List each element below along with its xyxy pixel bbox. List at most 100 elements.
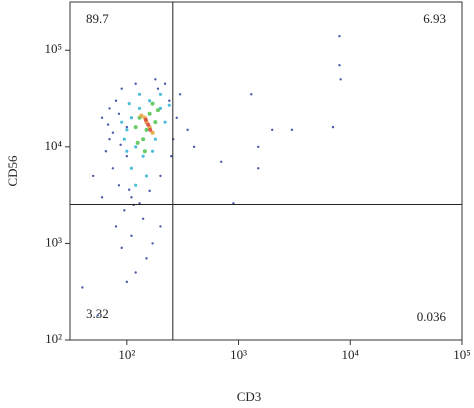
quadrant-percent: 89.7	[86, 11, 109, 26]
data-point	[129, 116, 134, 120]
data-point	[122, 137, 126, 141]
data-point	[91, 174, 95, 178]
data-point	[148, 127, 153, 132]
data-point	[114, 225, 118, 228]
data-point	[137, 92, 142, 96]
plot-frame	[69, 1, 463, 341]
data-point	[153, 120, 158, 125]
data-point	[142, 149, 147, 154]
data-point	[134, 183, 138, 187]
data-point	[155, 108, 160, 113]
quadrant-percent: 3.32	[86, 306, 109, 321]
data-point	[141, 154, 145, 158]
data-point	[120, 120, 124, 124]
data-point	[134, 145, 138, 149]
data-point	[108, 107, 111, 110]
data-point	[257, 145, 260, 149]
data-point	[111, 131, 115, 134]
data-point	[104, 150, 108, 153]
data-point	[133, 125, 138, 130]
data-point	[150, 130, 155, 135]
data-point	[111, 167, 115, 170]
data-point	[192, 145, 196, 149]
data-point	[139, 113, 144, 118]
data-point	[127, 102, 131, 106]
y-tick-label: 10⁵	[44, 41, 62, 56]
x-axis-label: CD3	[237, 389, 262, 404]
data-point	[141, 137, 146, 142]
data-point	[150, 149, 155, 153]
data-point	[96, 314, 100, 317]
data-point	[178, 93, 182, 96]
data-point	[119, 143, 122, 146]
data-point	[138, 202, 141, 205]
data-point	[257, 167, 260, 170]
data-point	[125, 149, 129, 153]
data-point	[290, 128, 294, 132]
data-point	[125, 128, 129, 132]
data-point	[154, 78, 157, 81]
data-point	[100, 116, 104, 119]
data-point	[125, 280, 129, 284]
data-point	[137, 106, 142, 111]
data-point	[156, 87, 160, 90]
y-axis-label: CD56	[5, 155, 20, 187]
data-point	[120, 87, 123, 90]
data-point	[141, 217, 145, 220]
data-point	[338, 34, 341, 38]
data-point	[148, 99, 152, 103]
data-point	[168, 99, 171, 102]
x-tick-label: 10⁵	[453, 347, 471, 362]
y-tick-label: 10³	[45, 234, 62, 249]
data-point	[114, 99, 118, 102]
y-tick-label: 10⁴	[44, 138, 62, 153]
data-point	[270, 128, 274, 132]
data-point	[175, 116, 178, 119]
data-point	[134, 82, 137, 85]
y-tick-label: 10²	[45, 331, 62, 346]
data-point	[135, 140, 140, 145]
data-point	[145, 257, 148, 260]
data-point	[158, 92, 163, 96]
data-point	[144, 174, 149, 178]
data-point	[232, 202, 235, 205]
data-point	[144, 127, 149, 132]
data-point	[123, 209, 126, 212]
data-point	[338, 64, 341, 67]
data-point	[220, 160, 223, 164]
data-point	[106, 123, 110, 126]
data-point	[134, 271, 137, 274]
x-tick-label: 10²	[118, 347, 135, 362]
data-point	[108, 137, 111, 141]
data-point	[125, 154, 129, 158]
data-point	[331, 125, 335, 129]
data-point	[127, 188, 131, 191]
data-point	[130, 234, 133, 237]
data-point	[163, 120, 167, 124]
data-point	[125, 125, 129, 129]
data-point	[250, 93, 253, 96]
data-point	[159, 174, 162, 178]
data-point	[146, 122, 151, 127]
x-tick-label: 10⁴	[342, 347, 360, 362]
data-point	[151, 242, 154, 245]
data-point	[130, 196, 133, 199]
data-point	[159, 225, 162, 228]
data-point	[120, 246, 123, 250]
data-point	[117, 184, 121, 187]
quadrant-percent: 0.036	[417, 309, 447, 324]
data-point	[170, 154, 173, 158]
data-point	[150, 101, 155, 106]
data-point	[186, 128, 189, 132]
data-point	[143, 117, 148, 122]
data-point	[167, 103, 171, 107]
x-tick-label: 10³	[230, 347, 247, 362]
data-point	[148, 189, 151, 193]
data-point	[153, 137, 157, 141]
data-point	[100, 196, 104, 199]
data-point	[117, 112, 121, 115]
data-point	[129, 166, 134, 170]
data-point	[147, 111, 152, 116]
data-point	[163, 82, 167, 85]
